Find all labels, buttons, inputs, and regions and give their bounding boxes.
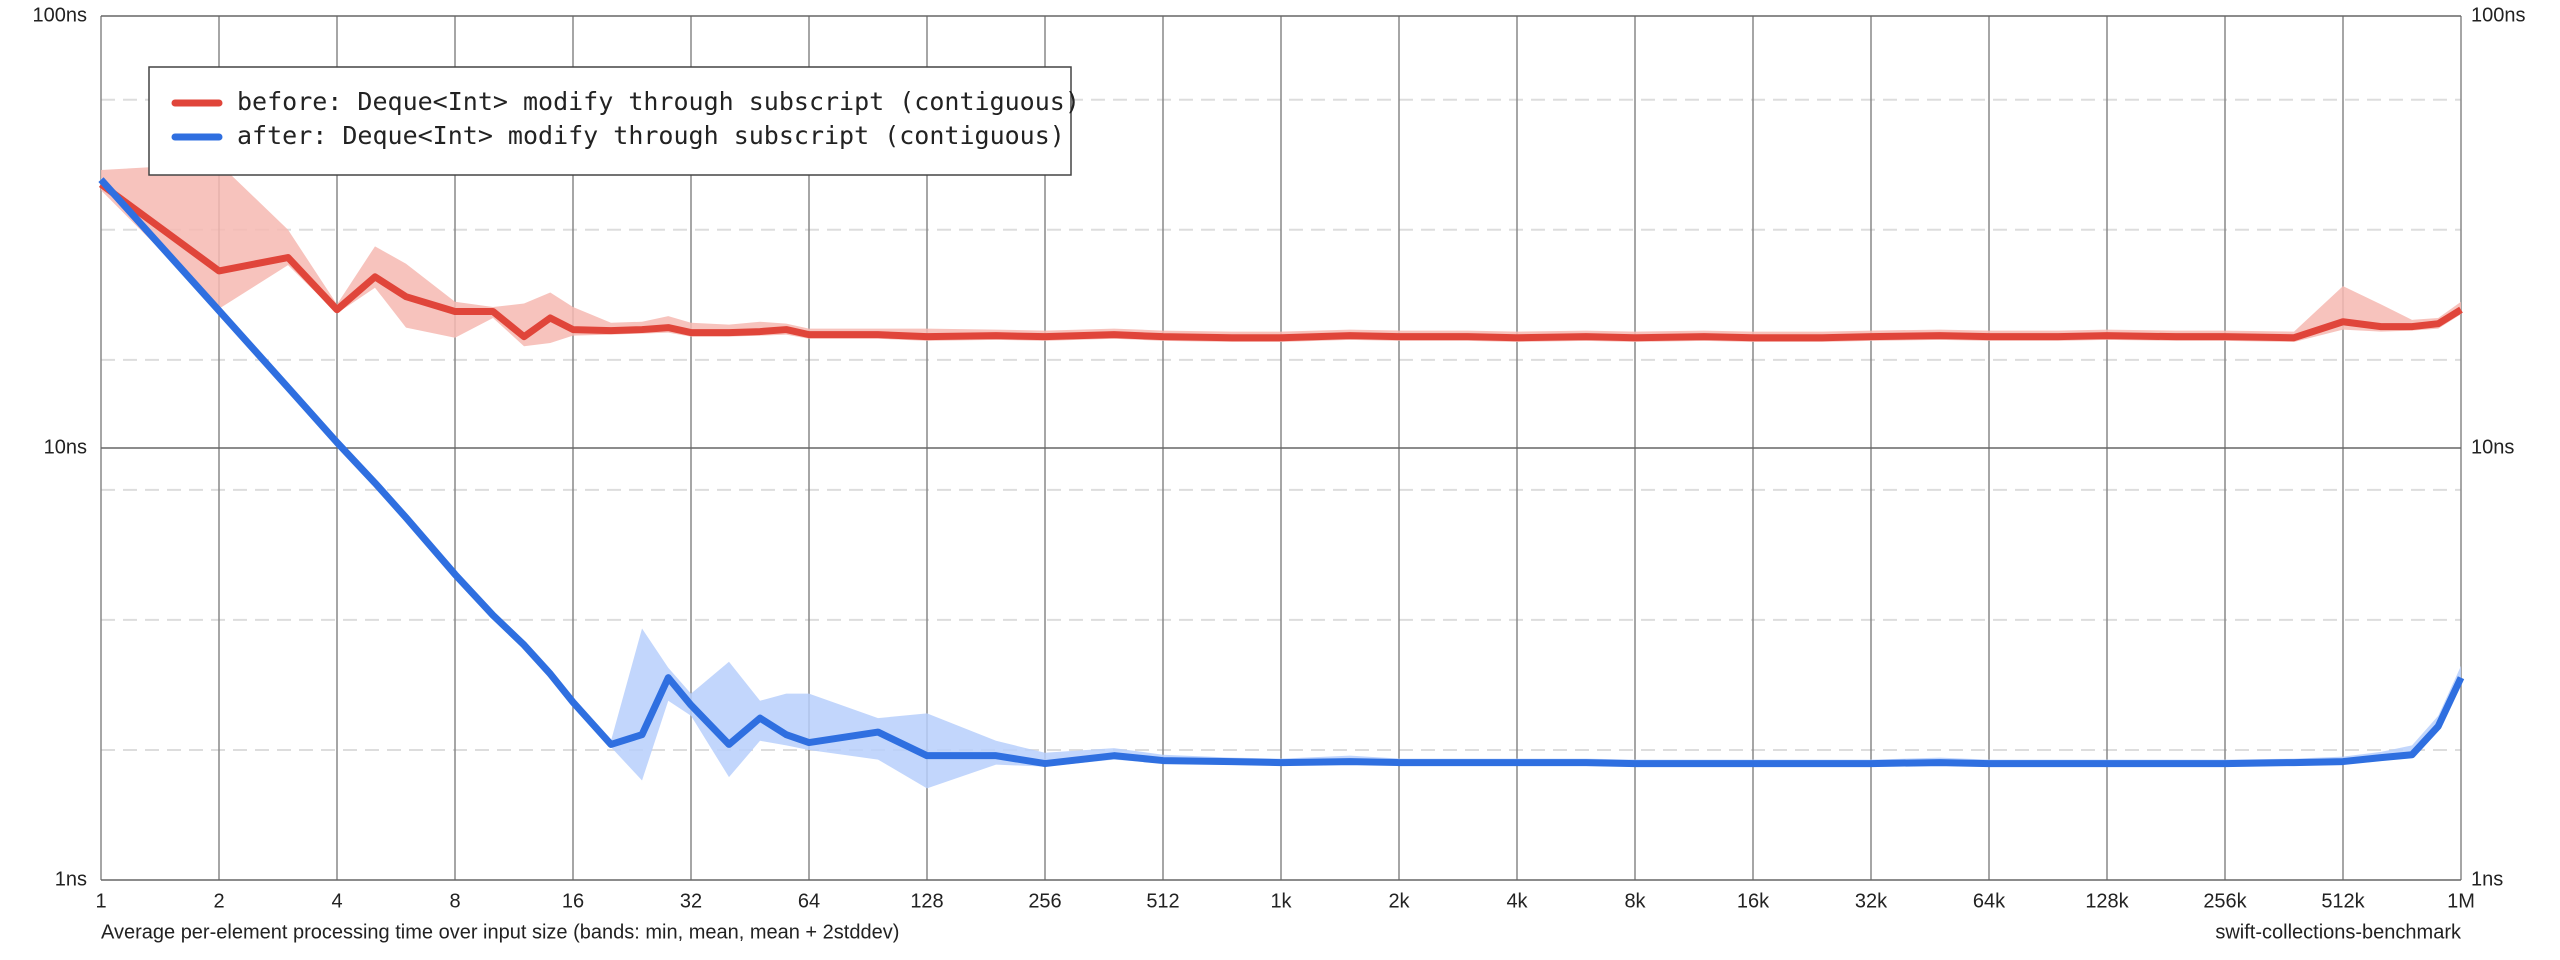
x-tick-label: 2k bbox=[1388, 890, 1410, 912]
legend-label: after: Deque<Int> modify through subscri… bbox=[237, 121, 1065, 150]
x-tick-label: 2 bbox=[213, 890, 224, 912]
legend-box bbox=[148, 66, 1072, 176]
x-tick-label: 16k bbox=[1737, 890, 1770, 912]
x-tick-label: 1k bbox=[1270, 890, 1292, 912]
x-tick-label: 1M bbox=[2447, 890, 2475, 912]
y-tick-label: 10ns bbox=[44, 436, 87, 458]
x-tick-label: 8 bbox=[449, 890, 460, 912]
credit: swift-collections-benchmark bbox=[2215, 921, 2462, 943]
series-line bbox=[98, 181, 2463, 342]
x-tick-label: 512k bbox=[2321, 890, 2365, 912]
legend-label: before: Deque<Int> modify through subscr… bbox=[237, 87, 1080, 116]
y-tick-label: 1ns bbox=[55, 868, 87, 890]
x-tick-label: 256k bbox=[2203, 890, 2247, 912]
x-tick-label: 512 bbox=[1146, 890, 1179, 912]
series-line bbox=[98, 177, 2465, 768]
x-tick-label: 32k bbox=[1855, 890, 1888, 912]
x-tick-label: 16 bbox=[562, 890, 584, 912]
x-tick-label: 1 bbox=[95, 890, 106, 912]
y-tick-label-right: 1ns bbox=[2471, 868, 2503, 890]
x-tick-label: 128k bbox=[2085, 890, 2129, 912]
x-tick-label: 64k bbox=[1973, 890, 2006, 912]
x-tick-label: 4 bbox=[331, 890, 342, 912]
x-tick-label: 4k bbox=[1506, 890, 1528, 912]
y-tick-label-right: 10ns bbox=[2471, 436, 2514, 458]
y-tick-label-right: 100ns bbox=[2471, 4, 2526, 26]
x-tick-label: 256 bbox=[1028, 890, 1061, 912]
caption: Average per-element processing time over… bbox=[101, 921, 899, 943]
x-tick-label: 32 bbox=[680, 890, 702, 912]
x-tick-label: 64 bbox=[798, 890, 820, 912]
x-tick-label: 128 bbox=[910, 890, 943, 912]
x-tick-label: 8k bbox=[1624, 890, 1646, 912]
y-tick-label: 100ns bbox=[33, 4, 88, 26]
